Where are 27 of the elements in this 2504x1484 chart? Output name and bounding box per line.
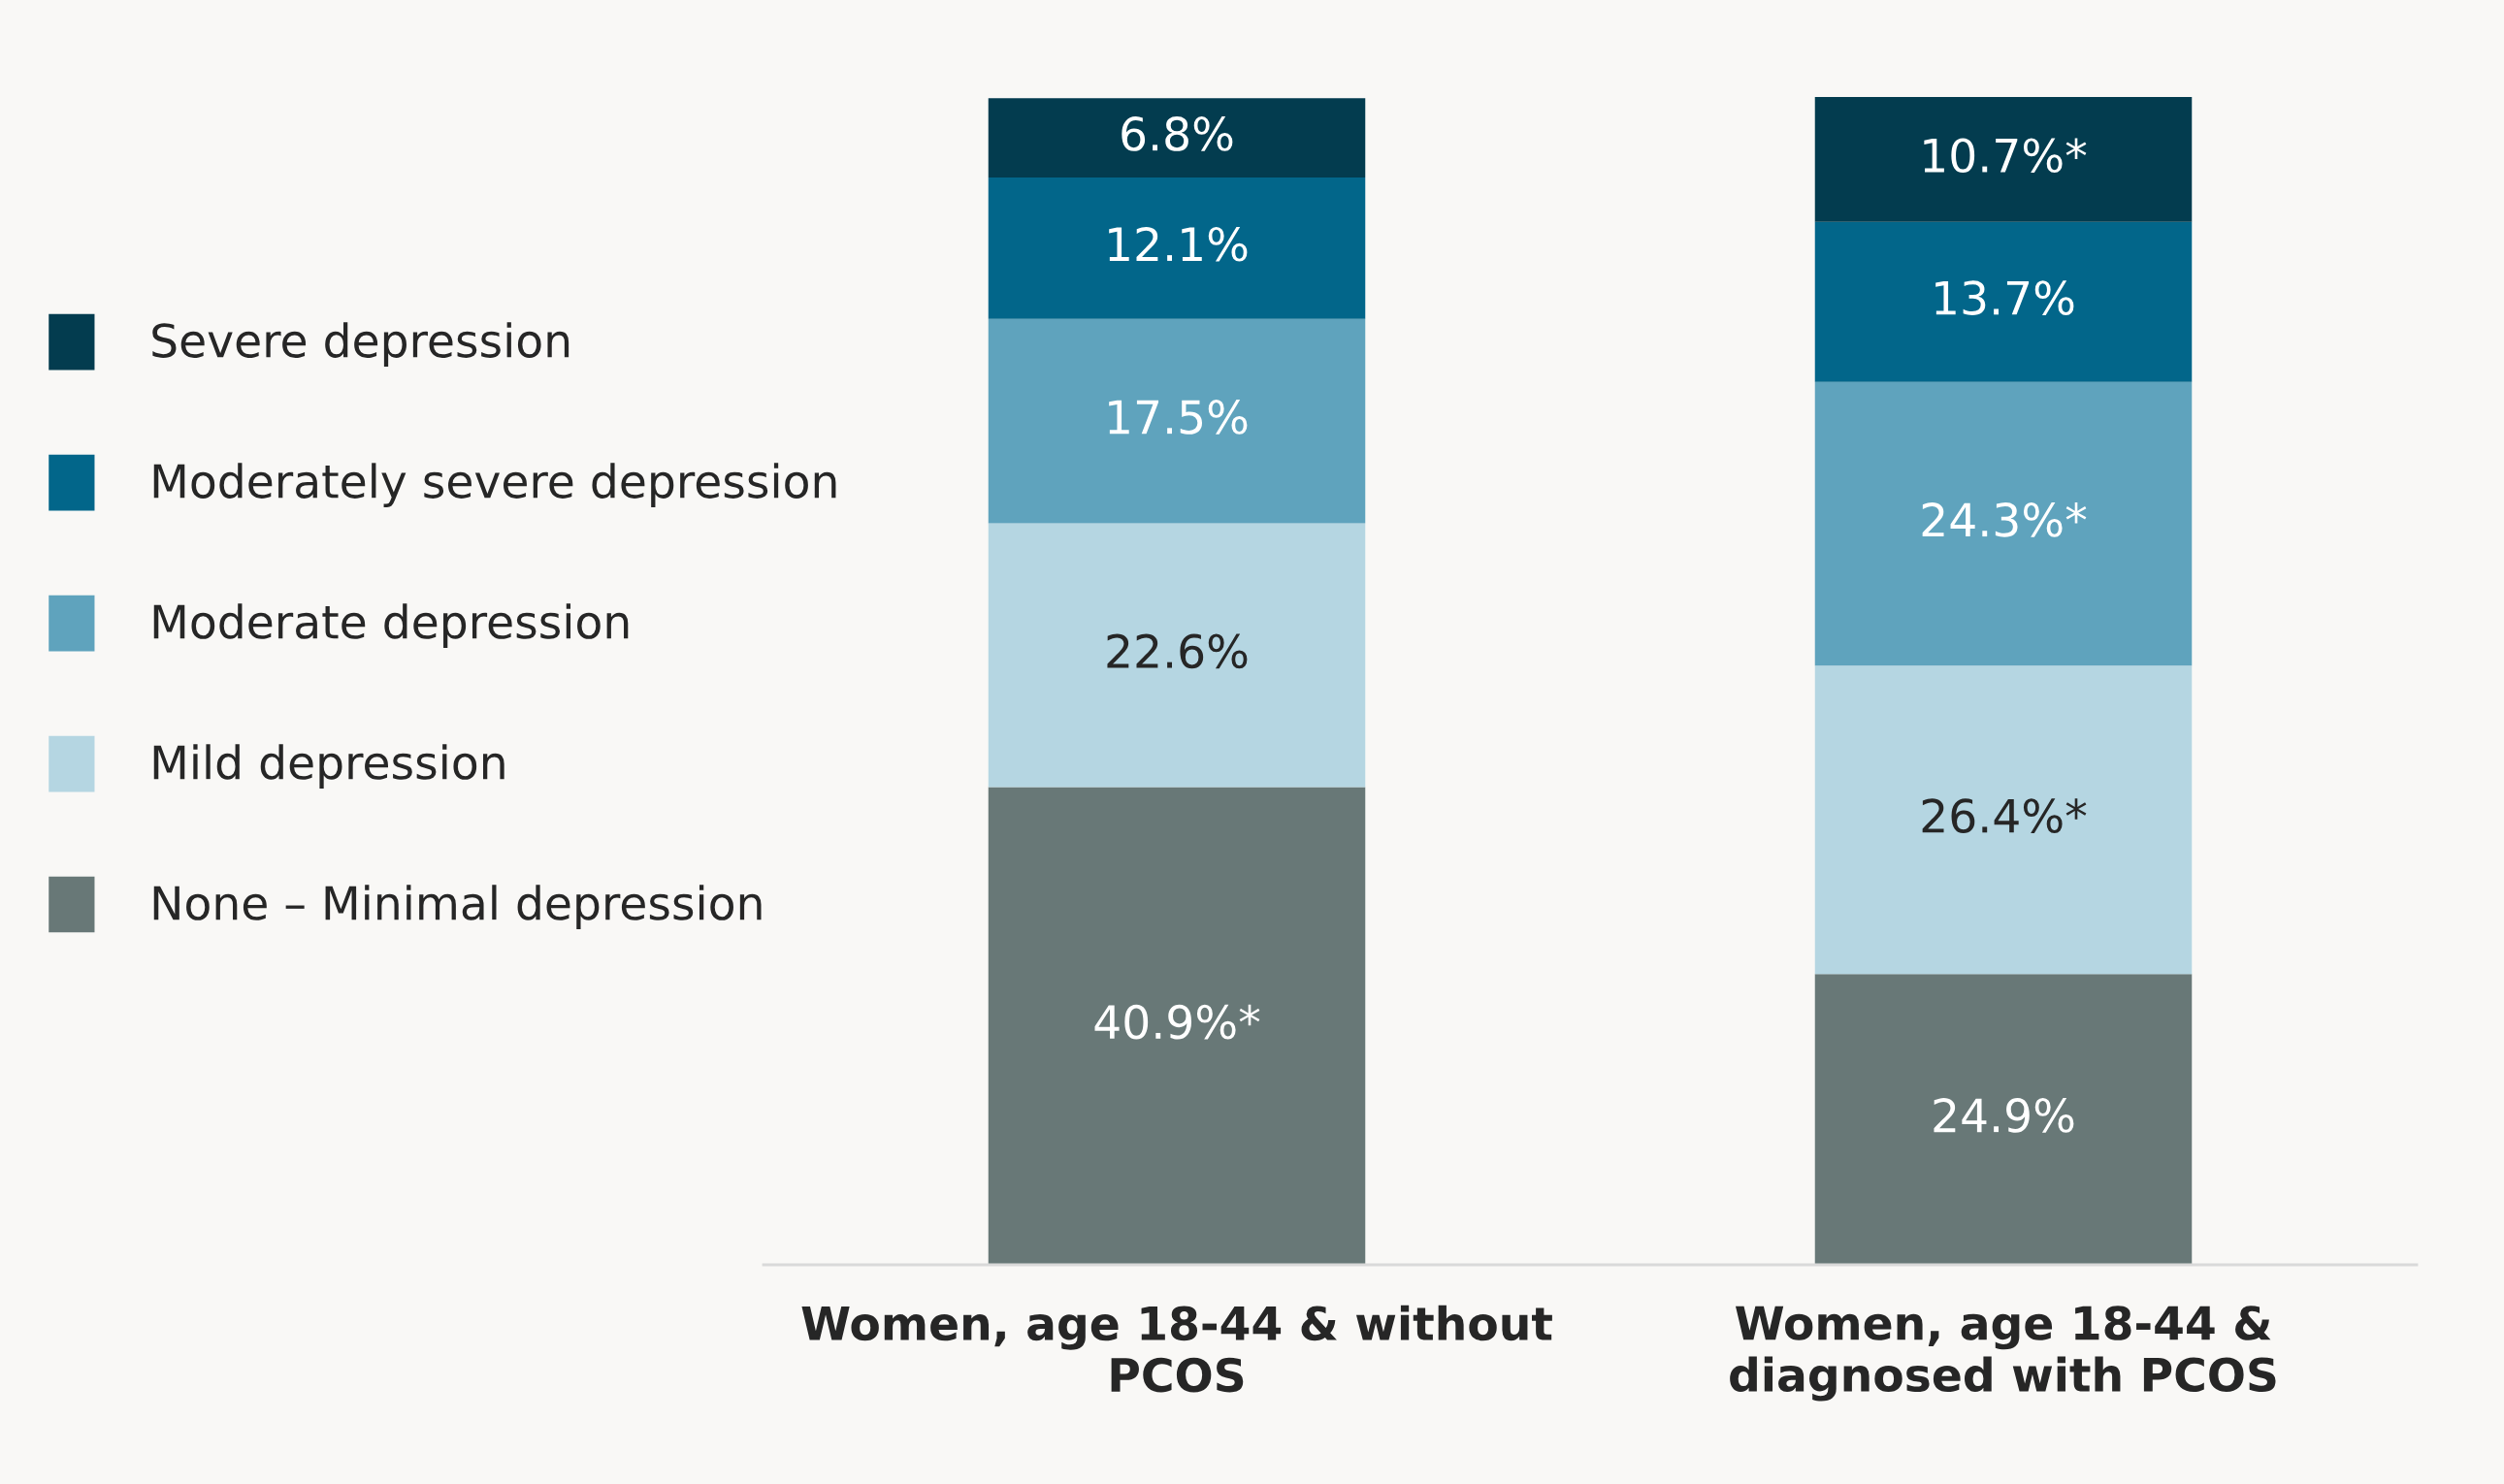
x-tick-label: Women, age 18-44 & without PCOS xyxy=(801,1305,1552,1393)
legend-label: None – Minimal depression xyxy=(153,885,762,929)
bar xyxy=(1814,665,2193,975)
bar xyxy=(1814,97,2193,222)
bar xyxy=(988,523,1366,788)
bar xyxy=(1814,381,2193,666)
legend-label: Severe depression xyxy=(152,322,569,368)
data-label: 24.3%* xyxy=(1922,502,2087,537)
data-label: 13.7% xyxy=(1935,280,2074,315)
data-label: 22.6% xyxy=(1107,633,1248,669)
data-label: 40.9%* xyxy=(1094,1004,1260,1040)
bar xyxy=(988,98,1366,178)
legend-label: Moderately severe depression xyxy=(153,463,836,508)
bar xyxy=(988,318,1366,524)
legend-label: Moderate depression xyxy=(153,603,629,648)
bar xyxy=(988,787,1366,1265)
bar xyxy=(1814,974,2193,1265)
data-label: 6.8% xyxy=(1122,116,1233,151)
data-label: 10.7%* xyxy=(1924,138,2087,174)
bar xyxy=(988,177,1366,319)
data-label: 12.1% xyxy=(1109,226,1248,262)
data-label: 17.5% xyxy=(1109,400,1248,435)
legend-label: Mild depression xyxy=(153,744,504,789)
x-tick-label: Women, age 18-44 & diagnosed with PCOS xyxy=(1730,1306,2276,1402)
data-label: 24.9% xyxy=(1934,1098,2074,1133)
bar xyxy=(1814,221,2193,382)
data-label: 26.4%* xyxy=(1922,798,2087,833)
